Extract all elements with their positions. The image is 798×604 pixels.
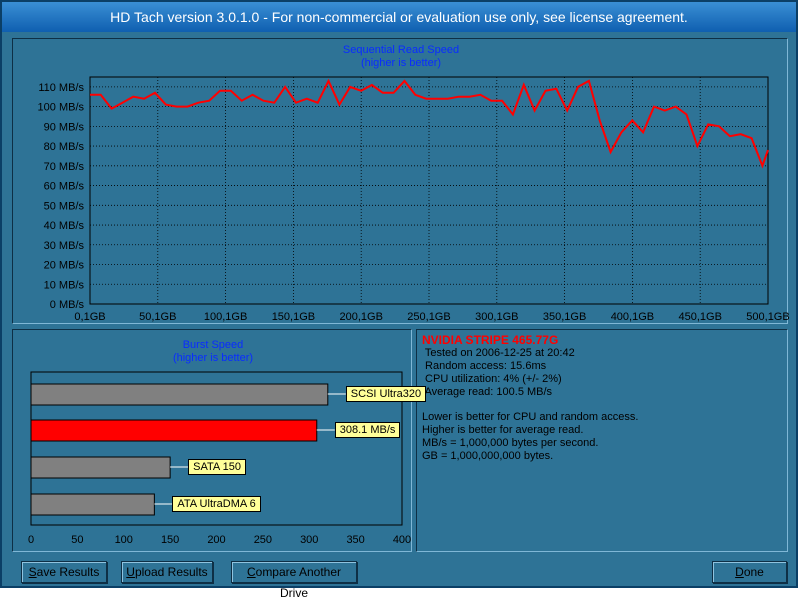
read-chart-title: Sequential Read Speed: [342, 44, 460, 56]
notes: Lower is better for CPU and random acces…: [422, 411, 638, 463]
upload-results-button[interactable]: Upload Results: [121, 561, 213, 583]
x-tick-label: 200,1GB: [339, 311, 382, 323]
title-bar: HD Tach version 3.0.1.0 - For non-commer…: [2, 2, 796, 32]
upload-label: pload Results: [134, 565, 208, 579]
window-title: HD Tach version 3.0.1.0 - For non-commer…: [110, 9, 688, 25]
x-tick-label: 50,1GB: [139, 311, 176, 323]
burst-chart-panel: Burst Speed (higher is better): [12, 329, 412, 552]
info-panel: NVIDIA STRIPE 465.77G Tested on 2006-12-…: [416, 329, 788, 552]
read-chart-subtitle: (higher is better): [360, 57, 442, 69]
random-access: Random access: 15.6ms: [422, 360, 547, 372]
read-speed-chart: 0 MB/s 10 MB/s 20 MB/s 30 MB/s 40 MB/s 50 MB/…: [38, 76, 790, 323]
done-button[interactable]: Done: [712, 561, 787, 583]
save-results-button[interactable]: Save Results: [21, 561, 107, 583]
x-tick-label: 300,1GB: [475, 311, 518, 323]
upload-hotkey: U: [126, 565, 135, 579]
read-speed-line: [90, 78, 769, 169]
save-hotkey: S: [28, 565, 37, 579]
compare-drive-button[interactable]: Compare Another Drive: [231, 561, 357, 600]
x-tick-label: 250,1GB: [407, 311, 450, 323]
y-tick-label: 70 MB/s: [44, 161, 85, 173]
x-tick-label: 0,1GB: [74, 311, 105, 323]
compare-label: ompare Another Drive: [255, 565, 342, 600]
x-tick-label: 400,1GB: [611, 311, 654, 323]
burst-chart-title: Burst Speed: [182, 339, 244, 351]
burst-bar-label: ATA UltraDMA 6: [172, 496, 261, 512]
y-tick-label: 40 MB/s: [44, 220, 85, 232]
burst-bar-label: SCSI Ultra320: [345, 386, 427, 402]
tested-on: Tested on 2006-12-25 at 20:42: [422, 347, 575, 359]
note-line: GB = 1,000,000,000 bytes.: [422, 450, 554, 462]
test-details: Tested on 2006-12-25 at 20:42 Random acc…: [422, 347, 575, 399]
y-tick-label: 50 MB/s: [44, 200, 85, 212]
x-tick-label: 450,1GB: [678, 311, 721, 323]
note-line: Lower is better for CPU and random acces…: [422, 411, 639, 423]
y-tick-label: 20 MB/s: [44, 260, 85, 272]
x-tick-label: 150,1GB: [272, 311, 315, 323]
note-line: Higher is better for average read.: [422, 424, 584, 436]
x-tick-label: 350,1GB: [543, 311, 586, 323]
burst-chart-subtitle: (higher is better): [172, 352, 254, 364]
x-tick-label: 500,1GB: [746, 311, 789, 323]
x-tick-label: 100,1GB: [204, 311, 247, 323]
done-label: one: [743, 565, 764, 579]
y-tick-label: 90 MB/s: [44, 121, 85, 133]
drive-name: NVIDIA STRIPE 465.77G: [422, 333, 559, 347]
done-hotkey: D: [735, 565, 744, 579]
y-tick-label: 10 MB/s: [44, 279, 85, 291]
compare-hotkey: C: [246, 565, 256, 579]
average-read: Average read: 100.5 MB/s: [422, 386, 553, 398]
y-tick-label: 60 MB/s: [44, 181, 85, 193]
note-line: MB/s = 1,000,000 bytes per second.: [422, 437, 599, 449]
y-tick-label: 0 MB/s: [50, 299, 85, 311]
y-tick-label: 30 MB/s: [44, 240, 85, 252]
y-tick-label: 80 MB/s: [44, 141, 85, 153]
y-tick-label: 100 MB/s: [38, 102, 85, 114]
burst-bar-label: SATA 150: [188, 459, 247, 475]
y-tick-label: 110 MB/s: [38, 82, 84, 94]
burst-bar-label: 308.1 MB/s: [334, 422, 401, 438]
save-label: ave Results: [36, 565, 100, 579]
read-chart-panel: Sequential Read Speed (higher is better): [12, 38, 788, 324]
cpu-utilization: CPU utilization: 4% (+/- 2%): [422, 373, 562, 385]
